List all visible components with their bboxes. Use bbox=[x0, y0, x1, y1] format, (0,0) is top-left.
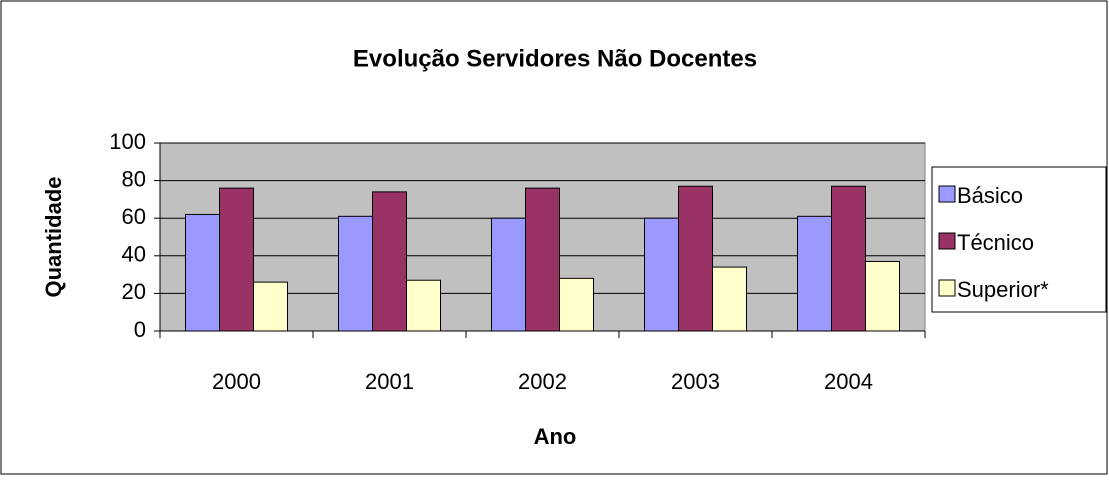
bar bbox=[219, 187, 254, 332]
x-tick-label: 2002 bbox=[518, 369, 567, 394]
x-tick-label: 2004 bbox=[824, 369, 873, 394]
bar bbox=[831, 185, 866, 332]
legend-swatch bbox=[938, 279, 956, 297]
bar bbox=[644, 217, 679, 332]
legend-label: Superior* bbox=[957, 277, 1049, 302]
y-tick-label: 60 bbox=[122, 204, 146, 229]
bar bbox=[865, 260, 900, 332]
bar bbox=[253, 281, 288, 332]
chart-title: Evolução Servidores Não Docentes bbox=[353, 45, 757, 72]
y-tick-label: 0 bbox=[134, 317, 146, 342]
bar bbox=[372, 191, 407, 332]
bar bbox=[525, 187, 560, 332]
x-tick-label: 2000 bbox=[212, 369, 261, 394]
bar bbox=[797, 215, 832, 332]
bar bbox=[338, 215, 373, 332]
x-axis-label: Ano bbox=[534, 424, 577, 449]
legend-swatch bbox=[938, 185, 956, 203]
bar bbox=[406, 279, 441, 332]
legend-label: Básico bbox=[957, 183, 1023, 208]
y-tick-label: 20 bbox=[122, 279, 146, 304]
legend-label: Técnico bbox=[957, 230, 1034, 255]
x-tick-label: 2001 bbox=[365, 369, 414, 394]
bar bbox=[491, 217, 526, 332]
bar bbox=[185, 213, 220, 332]
legend bbox=[931, 166, 1107, 313]
y-tick-label: 40 bbox=[122, 242, 146, 267]
bar bbox=[678, 185, 713, 332]
y-axis-label: Quantidade bbox=[41, 176, 66, 297]
y-tick-label: 100 bbox=[109, 129, 146, 154]
bar bbox=[559, 277, 594, 332]
bar bbox=[712, 266, 747, 332]
legend-swatch bbox=[938, 232, 956, 250]
y-tick-label: 80 bbox=[122, 166, 146, 191]
x-tick-label: 2003 bbox=[671, 369, 720, 394]
